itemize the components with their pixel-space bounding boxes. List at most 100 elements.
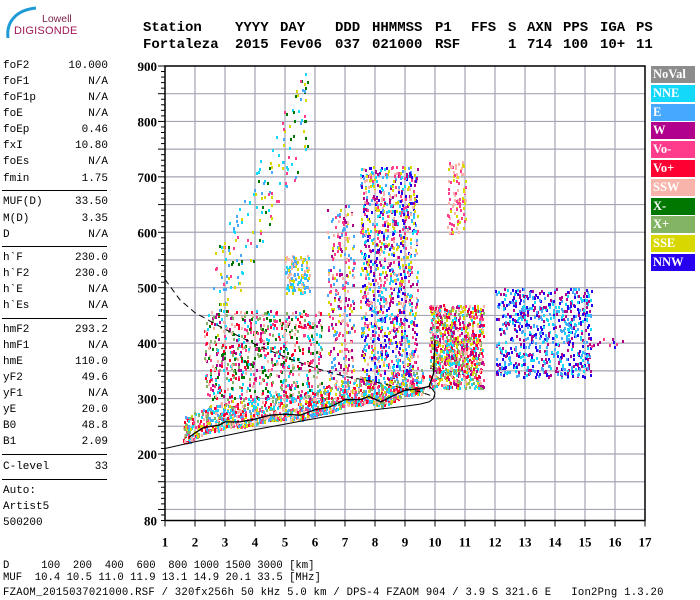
echo-point xyxy=(479,341,481,344)
echo-point xyxy=(540,335,542,338)
echo-point xyxy=(225,258,227,261)
echo-point xyxy=(508,352,510,355)
echo-point xyxy=(356,393,358,396)
echo-point xyxy=(384,224,386,227)
echo-point xyxy=(351,356,353,359)
echo-point xyxy=(384,339,386,342)
echo-point xyxy=(309,389,311,392)
echo-point xyxy=(455,361,457,364)
echo-point xyxy=(227,363,229,366)
echo-point xyxy=(228,249,230,252)
echo-point xyxy=(300,292,302,295)
echo-point xyxy=(465,326,467,329)
echo-point xyxy=(349,319,351,322)
echo-point xyxy=(309,290,311,293)
echo-point xyxy=(381,167,383,170)
echo-point xyxy=(431,341,433,344)
echo-point xyxy=(300,289,302,292)
echo-point xyxy=(458,363,460,366)
echo-point xyxy=(466,383,468,386)
echo-point xyxy=(267,395,269,398)
echo-point xyxy=(306,374,308,377)
echo-point xyxy=(334,253,336,256)
echo-point xyxy=(378,231,380,234)
echo-point xyxy=(318,400,320,403)
echo-point xyxy=(438,382,440,385)
echo-point xyxy=(362,403,364,406)
echo-point xyxy=(282,364,284,367)
echo-point xyxy=(398,326,400,329)
echo-point xyxy=(417,367,419,370)
echo-point xyxy=(309,369,311,372)
echo-point xyxy=(219,391,221,394)
echo-point xyxy=(258,347,260,350)
echo-point xyxy=(416,343,418,346)
echo-point xyxy=(345,281,347,284)
echo-point xyxy=(260,421,262,424)
echo-point xyxy=(365,254,367,257)
echo-point xyxy=(338,307,340,310)
echo-point xyxy=(470,378,472,381)
echo-point xyxy=(373,185,375,188)
echo-point xyxy=(372,290,374,293)
echo-point xyxy=(409,367,411,370)
echo-point xyxy=(214,368,216,371)
echo-point xyxy=(243,341,245,344)
echo-point xyxy=(558,319,560,322)
echo-point xyxy=(410,242,412,245)
echo-point xyxy=(367,363,369,366)
echo-point xyxy=(384,281,386,284)
echo-point xyxy=(457,358,459,361)
echo-point xyxy=(283,379,285,382)
echo-point xyxy=(203,423,205,426)
echo-point xyxy=(454,194,456,197)
echo-point xyxy=(203,409,205,412)
echo-point xyxy=(361,267,363,270)
echo-point xyxy=(581,330,583,333)
echo-point xyxy=(256,343,258,346)
echo-point xyxy=(462,161,464,164)
echo-point xyxy=(564,368,566,371)
echo-point xyxy=(480,323,482,326)
echo-point xyxy=(297,283,299,286)
echo-point xyxy=(257,332,259,335)
echo-point xyxy=(307,279,309,282)
echo-point xyxy=(561,330,563,333)
echo-point xyxy=(399,347,401,350)
echo-point xyxy=(392,318,394,321)
echo-point xyxy=(389,198,391,201)
echo-point xyxy=(288,375,290,378)
echo-point xyxy=(331,255,333,258)
echo-point xyxy=(442,333,444,336)
echo-point xyxy=(377,290,379,293)
echo-point xyxy=(341,234,343,237)
echo-point xyxy=(439,338,441,341)
echo-point xyxy=(388,346,390,349)
echo-point xyxy=(413,190,415,193)
echo-point xyxy=(395,282,397,285)
echo-point xyxy=(387,266,389,269)
echo-point xyxy=(241,418,243,421)
echo-point xyxy=(282,167,284,170)
echo-point xyxy=(459,198,461,201)
echo-point xyxy=(483,312,485,315)
echo-point xyxy=(396,303,398,306)
echo-point xyxy=(370,260,372,263)
echo-point xyxy=(299,406,301,409)
echo-point xyxy=(450,350,452,353)
echo-point xyxy=(456,374,458,377)
echo-point xyxy=(461,378,463,381)
echo-point xyxy=(415,230,417,233)
echo-point xyxy=(345,247,347,250)
echo-point xyxy=(372,340,374,343)
echo-point xyxy=(349,307,351,310)
echo-point xyxy=(221,246,223,249)
echo-point xyxy=(392,225,394,228)
echo-point xyxy=(454,321,456,324)
echo-point xyxy=(230,378,232,381)
echo-point xyxy=(311,335,313,338)
echo-point xyxy=(414,184,416,187)
echo-point xyxy=(238,327,240,330)
echo-point xyxy=(331,402,333,405)
echo-point xyxy=(249,346,251,349)
